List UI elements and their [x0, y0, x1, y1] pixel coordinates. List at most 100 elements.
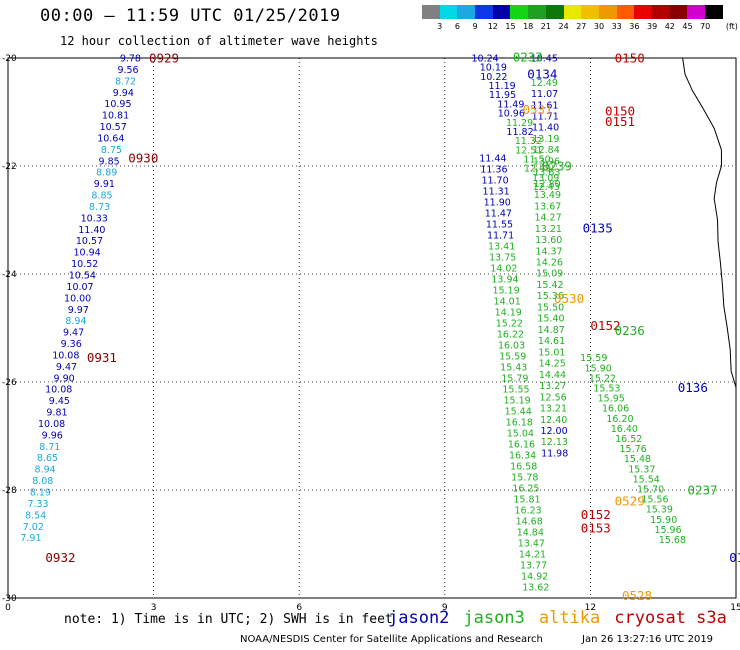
wave-height-value: 8.65: [37, 453, 58, 464]
generation-timestamp: Jan 26 13:27:16 UTC 2019: [582, 634, 714, 645]
wave-height-value: 7.33: [27, 499, 48, 510]
legend-cryosat: cryosat s3a: [614, 608, 727, 628]
wave-height-value: 12.43: [533, 182, 560, 193]
wave-height-value: 15.55: [502, 385, 529, 396]
y-tick-label: -20: [2, 54, 17, 64]
color-scale-label: 9: [472, 22, 478, 31]
y-tick-label: -26: [2, 378, 17, 388]
color-swatch: [439, 5, 458, 19]
wave-height-value: 11.32: [515, 136, 542, 147]
wave-height-value: 15.53: [593, 383, 620, 394]
wave-height-value: 10.24: [471, 54, 498, 65]
color-swatch: [616, 5, 635, 19]
pass-time-label: 0529: [615, 493, 645, 508]
pass-time-label: 0150: [605, 103, 635, 118]
wave-height-value: 15.48: [624, 454, 651, 465]
wave-height-value: 11.82: [506, 127, 533, 138]
wave-height-value: 9.97: [68, 305, 89, 316]
legend-jason2: jason2: [388, 608, 450, 628]
wave-height-value: 12.49: [524, 164, 551, 175]
color-scale-label: 39: [647, 22, 658, 31]
wave-height-value: 13.96: [533, 156, 560, 167]
wave-height-value: 16.58: [510, 462, 537, 473]
color-scale-label: 42: [664, 22, 675, 31]
wave-height-value: 12.40: [540, 415, 567, 426]
wave-height-value: 11.50: [523, 154, 550, 165]
wave-height-value: 13.09: [532, 173, 559, 184]
pass-time-label: 0152: [590, 318, 620, 333]
wave-height-value: 15.59: [499, 351, 526, 362]
wave-height-value: 11.95: [489, 90, 516, 101]
wave-height-value: 14.25: [539, 359, 566, 370]
color-scale-label: 21: [540, 22, 551, 31]
wave-height-value: 15.54: [633, 474, 660, 485]
pass-time-label: 0150: [615, 51, 645, 66]
wave-height-value: 13.21: [535, 224, 562, 235]
wave-height-value: 10.96: [498, 109, 525, 120]
color-swatch: [510, 5, 529, 19]
pass-time-label: 0530: [554, 291, 584, 306]
color-swatch: [422, 5, 440, 19]
color-scale-unit: (ft): [725, 22, 738, 31]
map-subtitle: 12 hour collection of altimeter wave hei…: [60, 34, 378, 48]
color-swatch: [563, 5, 582, 19]
wave-height-value: 8.89: [96, 168, 117, 179]
wave-height-value: 14.21: [519, 550, 546, 561]
wave-height-value: 10.94: [74, 248, 101, 259]
color-swatch: [545, 5, 564, 19]
wave-height-value: 15.22: [496, 318, 523, 329]
wave-height-value: 12.13: [541, 437, 568, 448]
wave-height-value: 15.95: [598, 394, 625, 405]
wave-height-value: 9.90: [54, 373, 75, 384]
footer-note: note: 1) Time is in UTC; 2) SWH is in fe…: [64, 612, 393, 627]
color-scale-label: 6: [454, 22, 460, 31]
wave-height-value: 11.61: [531, 100, 558, 111]
map-grid: [7, 57, 737, 599]
wave-height-value: 15.22: [589, 373, 616, 384]
wave-height-value: 11.98: [541, 448, 568, 459]
wave-height-value: 16.22: [497, 329, 524, 340]
color-scale-bar: [422, 5, 723, 19]
x-tick-label: 6: [296, 603, 302, 613]
x-tick-label: 15: [730, 603, 740, 613]
pass-time-label: 0236: [615, 323, 645, 338]
wave-height-value: 10.54: [69, 270, 96, 281]
wave-height-value: 9.78: [120, 54, 141, 65]
x-tick-label: 9: [442, 603, 448, 613]
color-swatch: [598, 5, 617, 19]
wave-height-value: 10.52: [71, 259, 98, 270]
wave-height-value: 16.03: [498, 340, 525, 351]
color-swatch: [475, 5, 493, 19]
wave-height-value: 15.19: [492, 285, 519, 296]
color-swatch: [492, 5, 511, 19]
wave-height-value: 10.81: [102, 111, 129, 122]
wave-height-value: 13.63: [533, 168, 560, 179]
color-scale-label: 18: [523, 22, 534, 31]
wave-height-value: 15.40: [537, 314, 564, 325]
wave-height-value: 8.71: [39, 442, 60, 453]
color-scale-label: 33: [611, 22, 622, 31]
wave-height-value: 11.71: [487, 230, 514, 241]
map-title: 00:00 – 11:59 UTC 01/25/2019: [40, 6, 341, 26]
wave-height-value: 8.75: [101, 145, 122, 156]
wave-height-value: 10.33: [81, 213, 108, 224]
wave-height-value: 12.84: [533, 145, 560, 156]
wave-height-value: 11.36: [480, 164, 507, 175]
wave-height-value: 9.45: [49, 396, 70, 407]
wave-height-value: 13.60: [535, 235, 562, 246]
wave-height-value: 15.19: [503, 396, 530, 407]
color-scale-label: 15: [505, 22, 516, 31]
wave-height-value: 13.41: [488, 241, 515, 252]
axis-ticks: 0 3 6 9 12 15 -20 -22 -24 -26 -28 -30: [2, 54, 740, 613]
wave-height-value: 15.04: [507, 429, 534, 440]
wave-height-value: 7.91: [20, 533, 41, 544]
wave-height-value: 11.40: [78, 225, 105, 236]
wave-height-value: 11.44: [479, 153, 506, 164]
wave-height-value: 9.81: [46, 408, 67, 419]
wave-height-value: 13.75: [489, 252, 516, 263]
wave-height-value: 15.96: [654, 525, 681, 536]
wave-height-value: 16.40: [611, 424, 638, 435]
wave-height-value: 15.81: [513, 495, 540, 506]
wave-height-value: 13.21: [540, 404, 567, 415]
wave-height-value: 11.49: [497, 99, 524, 110]
